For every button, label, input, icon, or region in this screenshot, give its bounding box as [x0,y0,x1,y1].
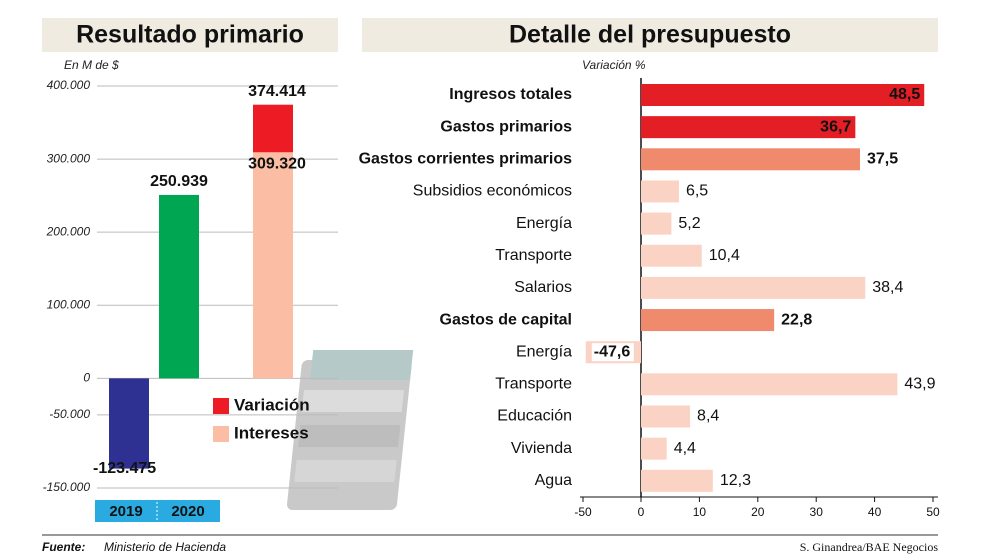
bar [641,244,702,267]
category-label: Agua [535,472,572,489]
value-label: 309.320 [248,155,306,172]
category-label: Energía [516,215,572,232]
y-tick-label: 400.000 [47,78,91,92]
value-label: 6,5 [686,183,708,200]
bar [253,104,293,153]
bar [253,152,293,379]
x-tick-label: 10 [693,505,707,519]
bar [109,378,149,469]
credit: S. Ginandrea/BAE Negocios [800,540,939,554]
period-label: 2020 [171,503,204,520]
chart-title: Resultado primario [76,21,304,49]
x-tick-label: -50 [574,505,592,519]
bar [641,309,775,332]
y-tick-label: 200.000 [46,224,91,238]
legend-swatch [213,426,229,442]
value-label: 48,5 [889,86,920,103]
value-label: 4,4 [674,440,696,457]
value-label: 22,8 [781,311,812,328]
bar [641,469,713,492]
y-tick-label: 0 [83,371,90,385]
y-tick-label: -150.000 [43,480,91,494]
x-tick-label: 50 [926,505,940,519]
bar [641,148,860,171]
bar [641,405,691,428]
category-label: Gastos corrientes primarios [359,151,573,168]
bar [641,116,856,139]
legend-label: Intereses [234,423,309,442]
category-label: Energía [516,343,572,360]
bar [641,437,667,460]
value-label: 8,4 [697,408,719,425]
category-label: Gastos de capital [440,311,573,328]
value-label-box [591,343,634,362]
money-illustration [286,350,414,510]
x-tick-label: 20 [751,505,765,519]
legend-swatch [213,398,229,414]
bar [641,373,898,396]
category-label: Transporte [495,247,572,264]
bar [641,84,925,106]
value-label: 250.939 [150,173,208,190]
legend-label: Variación [234,395,310,414]
value-label: 36,7 [820,118,851,135]
period-label: 2019 [109,503,142,520]
value-label: 37,5 [867,151,898,168]
x-tick-label: 40 [868,505,882,519]
x-axis-label: Variación % [582,58,646,72]
category-label: Educación [497,408,572,425]
y-tick-label: -50.000 [49,407,90,421]
x-tick-label: 30 [810,505,824,519]
bar [641,212,672,235]
category-label: Transporte [495,376,572,393]
value-label: 38,4 [872,279,903,296]
category-label: Salarios [514,279,572,296]
title-band [362,18,938,52]
bar [159,194,199,379]
category-label: Vivienda [511,440,572,457]
category-label: Ingresos totales [449,86,572,103]
x-tick-label: 0 [638,505,645,519]
source-label: Fuente: [42,540,85,554]
chart-title: Detalle del presupuesto [509,21,791,49]
y-axis-label: En M de $ [64,58,119,72]
title-band [42,18,338,52]
bar [641,276,866,299]
y-tick-label: 300.000 [47,151,91,165]
value-label: 43,9 [904,376,935,393]
value-label: -123.475 [93,460,156,477]
value-label: 12,3 [720,472,751,489]
source: Ministerio de Hacienda [104,540,226,554]
category-label: Gastos primarios [440,118,572,135]
total-label: 374.414 [248,83,306,100]
value-label: 5,2 [678,215,700,232]
y-tick-label: 100.000 [47,297,91,311]
value-label: 10,4 [709,247,740,264]
bar [641,180,679,203]
category-label: Subsidios económicos [413,183,572,200]
value-label: -47,6 [594,343,631,360]
